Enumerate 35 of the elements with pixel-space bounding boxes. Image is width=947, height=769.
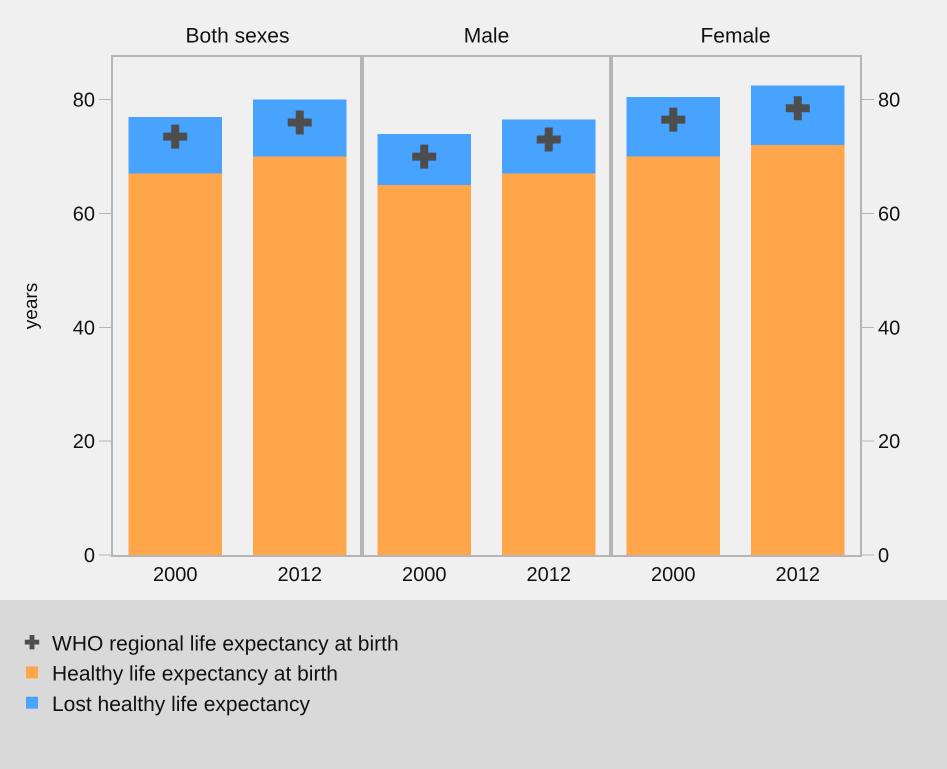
legend-label: Healthy life expectancy at birth xyxy=(52,662,338,686)
x-tick-label: 2000 xyxy=(153,564,198,586)
y2-tick-label: 40 xyxy=(878,317,900,340)
y2-tick-label: 20 xyxy=(878,431,900,454)
y-tick-label: 0 xyxy=(84,545,95,567)
bar xyxy=(253,156,346,555)
x-tick-label: 2012 xyxy=(776,564,820,586)
bar xyxy=(128,116,222,174)
y-axis-title: years xyxy=(21,282,42,330)
bar xyxy=(751,145,844,555)
x-tick-label: 2012 xyxy=(526,564,571,586)
bar xyxy=(751,85,844,146)
bar xyxy=(378,134,471,186)
x-tick-label: 2012 xyxy=(278,564,322,586)
chart-title: Male xyxy=(464,24,510,48)
y-tick-label: 80 xyxy=(72,90,95,112)
bar xyxy=(502,120,596,174)
y-tick-label: 60 xyxy=(72,204,95,226)
x-tick-label: 2000 xyxy=(651,564,696,586)
chart-title: Female xyxy=(700,24,771,48)
chart-title: Both sexes xyxy=(186,24,290,48)
y-tick-label: 20 xyxy=(72,431,95,454)
bar xyxy=(626,156,720,555)
bar xyxy=(128,174,222,555)
y2-tick-label: 0 xyxy=(878,545,890,567)
bar xyxy=(378,185,471,555)
legend-label: Lost healthy life expectancy xyxy=(52,692,310,716)
bar xyxy=(626,96,720,157)
y2-tick-label: 80 xyxy=(878,90,900,112)
x-tick-label: 2000 xyxy=(402,564,446,586)
bar xyxy=(502,174,596,555)
bar xyxy=(253,100,346,157)
legend-label: WHO regional life expectancy at birth xyxy=(52,632,399,656)
y-tick-label: 40 xyxy=(72,317,95,340)
y2-tick-label: 60 xyxy=(878,204,900,226)
